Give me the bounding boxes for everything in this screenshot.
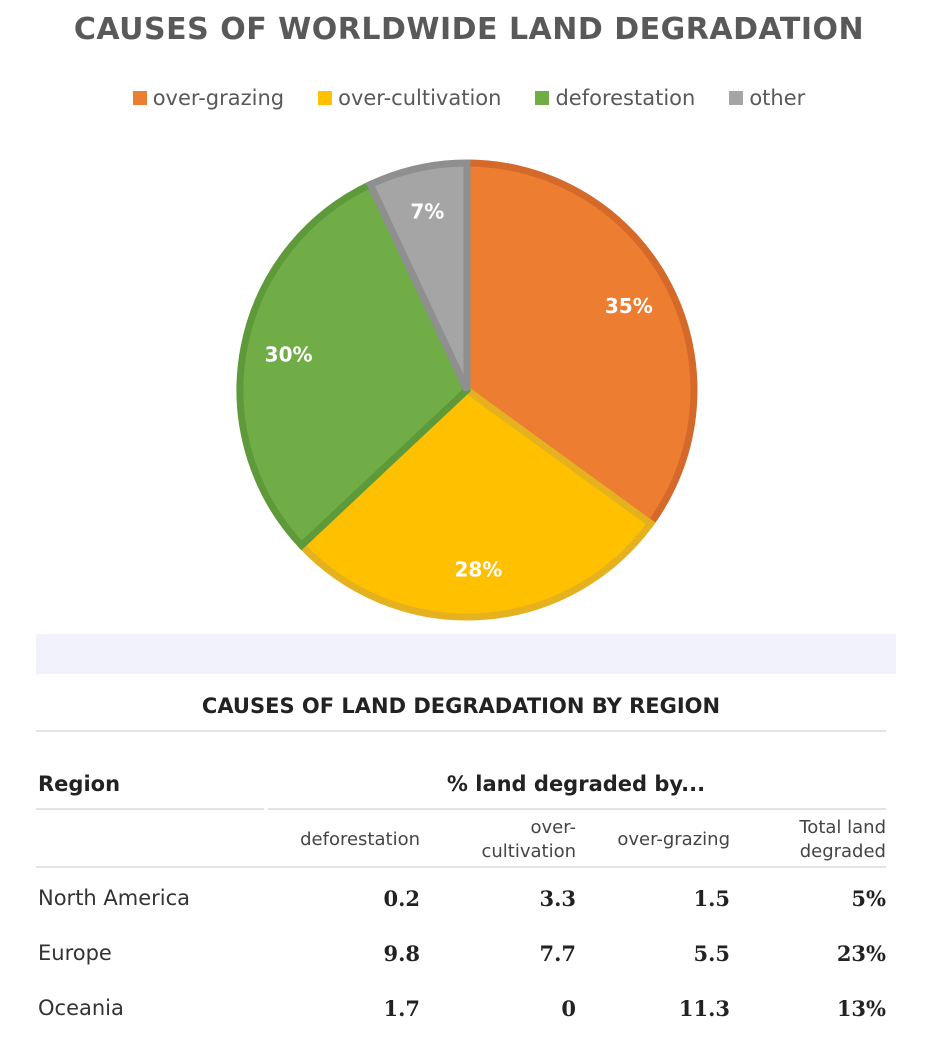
legend-item-other: other xyxy=(729,86,805,110)
column-header-rule xyxy=(36,866,886,868)
table-title-rule xyxy=(36,730,886,732)
legend-item-deforestation: deforestation xyxy=(535,86,695,110)
pie-chart-title: CAUSES OF WORLDWIDE LAND DEGRADATION xyxy=(73,12,865,47)
pie-label-over-grazing: 35% xyxy=(605,294,653,318)
over-grazing-cell: 5.5 xyxy=(693,941,730,966)
legend-item-over-grazing: over-grazing xyxy=(132,86,285,110)
pie-chart: 35% 28% 30% 7% xyxy=(236,159,698,621)
pie-slice-over-grazing xyxy=(463,159,698,529)
deforestation-cell: 9.8 xyxy=(383,941,420,966)
legend-item-over-cultivation: over-cultivation xyxy=(318,86,501,110)
column-header-deforestation: deforestation xyxy=(300,829,420,850)
legend-swatch-over-grazing xyxy=(132,91,147,105)
legend-swatch-over-cultivation xyxy=(318,91,333,105)
total-cell: 5% xyxy=(851,886,886,911)
region-cell: North America xyxy=(38,886,191,910)
over-grazing-cell: 11.3 xyxy=(678,996,730,1021)
total-cell: 13% xyxy=(836,996,886,1021)
header-rule-right xyxy=(268,808,886,810)
pie-label-deforestation: 30% xyxy=(265,342,313,366)
group-header: % land degraded by... xyxy=(446,772,706,796)
column-header-over-grazing: over-grazing xyxy=(617,829,730,850)
legend-swatch-deforestation xyxy=(535,91,550,105)
over-cultivation-cell: 0 xyxy=(561,996,576,1021)
over-grazing-cell: 1.5 xyxy=(693,886,730,911)
legend-label-over-cultivation: over-cultivation xyxy=(338,86,502,110)
legend-label-over-grazing: over-grazing xyxy=(152,86,285,110)
pie-slice-other xyxy=(365,159,471,392)
total-cell: 23% xyxy=(836,941,886,966)
table-title: CAUSES OF LAND DEGRADATION BY REGION xyxy=(201,694,721,718)
column-header-over-cultivation: over- cultivation xyxy=(481,817,576,862)
over-cultivation-cell: 7.7 xyxy=(539,941,576,966)
region-cell: Oceania xyxy=(38,996,124,1020)
over-cultivation-cell: 3.3 xyxy=(539,886,576,911)
legend-label-deforestation: deforestation xyxy=(555,86,696,110)
pie-label-over-cultivation: 28% xyxy=(454,558,502,582)
deforestation-cell: 1.7 xyxy=(383,996,420,1021)
pie-label-other: 7% xyxy=(410,199,444,223)
deforestation-cell: 0.2 xyxy=(383,886,420,911)
region-cell: Europe xyxy=(38,941,112,965)
pie-legend: over-grazing over-cultivation deforestat… xyxy=(0,86,938,110)
region-header: Region xyxy=(38,772,121,796)
column-header-total: Total land degraded xyxy=(799,817,886,862)
pie-slice-over-cultivation xyxy=(296,385,656,621)
header-rule-left xyxy=(36,808,264,810)
legend-swatch-other xyxy=(729,91,744,105)
legend-label-other: other xyxy=(749,86,806,110)
section-divider-band xyxy=(36,634,896,674)
